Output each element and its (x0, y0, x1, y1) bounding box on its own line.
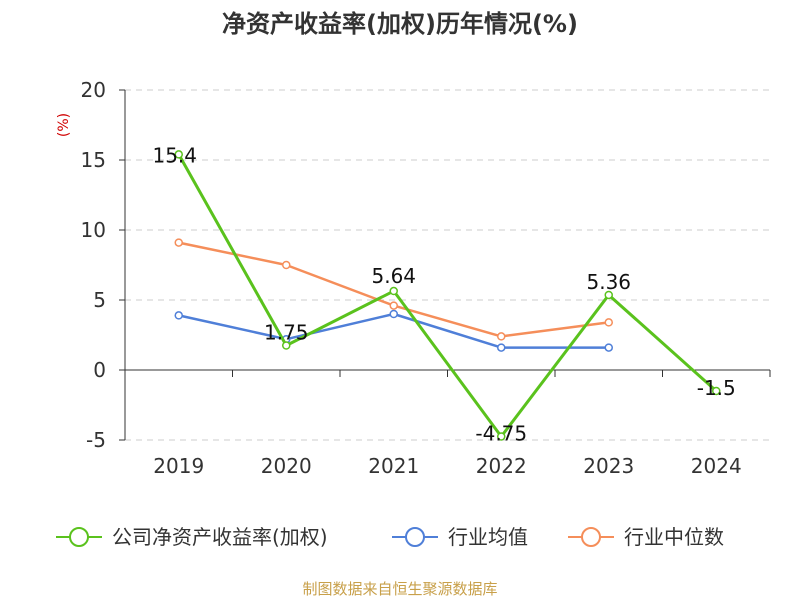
legend-item-2[interactable]: 行业中位数 (568, 525, 724, 549)
data-labels: 15.4 1.75 5.64 -4.75 5.36 -1.5 (152, 143, 735, 445)
legend-marker (581, 527, 601, 547)
data-point[interactable] (604, 290, 613, 300)
grid-lines (125, 89, 770, 441)
y-tick-label: 20 (81, 78, 106, 102)
data-label: -4.75 (475, 422, 527, 446)
x-tick-label: 2020 (261, 454, 312, 478)
legend-label: 行业均值 (448, 525, 528, 549)
legend-item-0[interactable]: 公司净资产收益率(加权) (56, 525, 328, 549)
data-point[interactable] (497, 332, 506, 341)
y-tick-label: -5 (86, 428, 106, 452)
series-line (177, 153, 718, 438)
data-point[interactable] (174, 238, 183, 247)
data-point[interactable] (282, 260, 291, 270)
legend-label: 公司净资产收益率(加权) (112, 525, 328, 549)
data-point[interactable] (389, 309, 398, 319)
data-point[interactable] (174, 150, 183, 159)
data-label: 5.36 (586, 270, 631, 294)
data-point[interactable] (604, 318, 613, 327)
x-tick-label: 2021 (368, 454, 419, 478)
series-2 (174, 238, 613, 341)
x-tick-label: 2019 (153, 454, 204, 478)
y-tick-label: 15 (81, 148, 106, 172)
data-point[interactable] (497, 432, 506, 441)
data-point[interactable] (604, 343, 613, 352)
data-label: 1.75 (264, 321, 309, 345)
x-tick-label: 2022 (476, 454, 527, 478)
data-point[interactable] (712, 386, 721, 396)
series-0 (174, 150, 721, 441)
data-point[interactable] (497, 343, 506, 352)
source-note: 制图数据来自恒生聚源数据库 (302, 580, 497, 598)
legend[interactable]: 公司净资产收益率(加权) 行业均值 行业中位数 (56, 525, 724, 549)
data-point[interactable] (282, 341, 291, 350)
legend-label: 行业中位数 (624, 525, 724, 549)
legend-marker (405, 527, 425, 547)
x-tick-label: 2023 (583, 454, 634, 478)
y-axis-unit: (%) (56, 113, 72, 137)
data-point[interactable] (389, 286, 398, 296)
chart-title: 净资产收益率(加权)历年情况(%) (222, 10, 578, 38)
axes: 20 15 10 5 0 -5 2019 2020 2021 2022 2023 2024 (81, 78, 771, 478)
x-tick-label: 2024 (691, 454, 742, 478)
legend-marker (69, 527, 89, 547)
y-tick-label: 10 (81, 218, 106, 242)
y-tick-label: 5 (93, 288, 106, 312)
data-point[interactable] (174, 311, 183, 320)
series-lines (174, 150, 721, 441)
data-label: 15.4 (152, 143, 197, 167)
data-point[interactable] (389, 301, 398, 310)
data-label: 5.64 (371, 264, 416, 288)
legend-item-1[interactable]: 行业均值 (392, 525, 528, 549)
y-tick-label: 0 (93, 358, 106, 382)
data-label: -1.5 (697, 376, 736, 400)
